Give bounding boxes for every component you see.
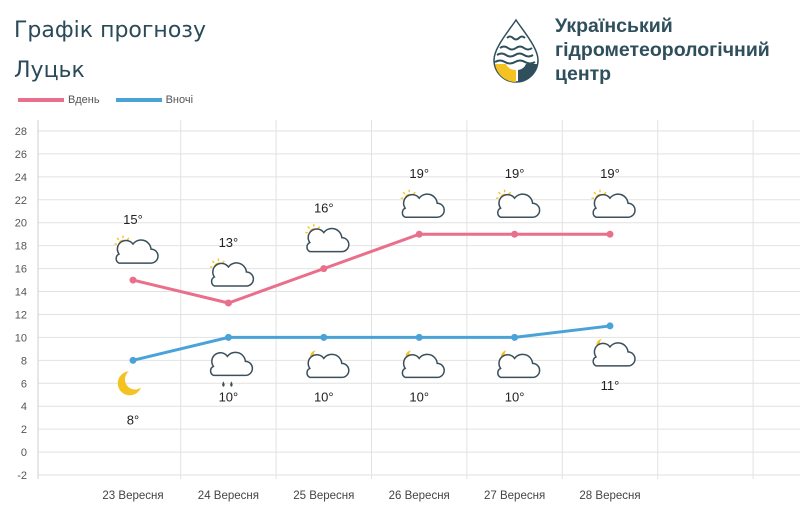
x-tick-label: 24 Вересня [198,490,259,502]
sun-ray [211,260,215,264]
org-name-line3: центр [555,63,612,85]
cloud-shape [592,342,636,367]
y-tick-label: 20 [15,218,27,230]
data-point-night [606,322,614,330]
day-temp-label: 19° [505,166,525,181]
y-tick-label: 0 [21,447,27,459]
data-point-day [129,276,137,284]
org-name: Український гідрометеорологічний центр [555,14,770,86]
org-name-line1: Український [555,15,673,37]
cloud-shape [401,193,445,218]
y-tick-label: 14 [15,287,27,299]
partly-cloudy-day-icon [496,189,541,218]
y-tick-label: 16 [15,264,27,276]
y-tick-label: 18 [15,241,27,253]
partly-cloudy-day-icon [114,235,159,264]
data-point-night [129,356,137,364]
ukrhydromet-logo-icon [493,18,539,83]
partly-cloudy-night-icon [306,350,350,379]
day-temp-label: 13° [219,235,239,250]
partly-cloudy-day-icon [400,189,445,218]
series-line-night [132,324,611,362]
cloud-shape [115,239,159,264]
data-point-day [511,230,519,238]
y-tick-label: 10 [15,332,27,344]
x-tick-label: 25 Вересня [293,490,354,502]
chart-title: Графік прогнозу [14,18,206,43]
x-tick-label: 26 Вересня [389,490,450,502]
clear-night-icon [117,371,141,396]
day-temp-label: 19° [600,166,620,181]
chart-legend: Вдень Вночі [18,94,209,106]
partly-cloudy-day-icon [305,224,350,253]
y-tick-label: 26 [15,149,27,161]
partly-cloudy-night-icon [497,350,541,379]
cloud-shape [497,193,541,218]
series-line-day [132,232,610,305]
city-name: Луцьк [14,58,85,83]
x-tick-label: 23 Вересня [102,490,163,502]
legend-swatch-day[interactable] [18,98,64,102]
rain-drop [222,381,225,387]
data-point-day [415,230,423,238]
data-point-day [320,265,328,273]
sun-ray [317,226,321,229]
x-tick-label: 28 Вересня [579,490,640,502]
partly-cloudy-night-icon [401,350,445,379]
cloud-rain-icon [209,351,254,387]
y-tick-label: 12 [15,309,27,321]
data-point-night [511,333,519,341]
sun-ray [222,260,225,264]
night-temp-label: 10° [409,389,429,404]
data-point-night [224,333,232,341]
day-temp-label: 19° [409,166,429,181]
night-temp-label: 10° [314,389,334,404]
y-tick-label: 4 [21,401,27,413]
sun-ray [307,226,311,229]
night-temp-label: 11° [601,378,620,393]
y-tick-label: 6 [21,378,27,390]
partly-cloudy-day-icon [209,258,255,287]
sun-ray [412,191,416,195]
y-tick-label: 28 [15,126,27,138]
night-temp-label: 10° [505,389,525,404]
day-temp-label: 15° [123,212,143,227]
y-tick-label: 2 [21,424,27,436]
partly-cloudy-day-icon [591,189,636,218]
day-temp-label: 16° [314,201,334,216]
data-point-night [415,333,423,341]
y-tick-label: 8 [21,355,27,367]
cloud-shape [209,351,254,377]
legend-swatch-night[interactable] [115,98,162,102]
cloud-shape [401,353,445,379]
y-tick-label: 22 [15,195,27,207]
cloud-shape [497,353,541,379]
sun-ray [402,191,406,195]
partly-cloudy-night-icon [592,338,636,367]
cloud-shape [592,193,636,218]
data-point-day [224,299,232,307]
x-tick-label: 27 Вересня [484,490,545,502]
y-tick-label: 24 [15,172,27,184]
data-point-night [320,333,328,341]
cloud-shape [210,262,255,287]
legend-label-night[interactable]: Вночі [165,94,194,106]
sun-ray [498,191,501,195]
moon-shape [117,371,141,396]
y-tick-label: -2 [17,470,27,482]
sun-ray [116,237,120,241]
data-point-day [606,230,614,238]
sun-ray [126,237,130,241]
rain-drop [230,381,233,387]
cloud-shape [306,227,350,253]
legend-label-day[interactable]: Вдень [68,94,100,106]
sun-ray [593,191,597,195]
sun-ray [603,191,607,195]
cloud-shape [306,353,350,379]
sun-ray [508,191,512,195]
night-temp-label: 8° [127,412,139,427]
night-temp-label: 10° [219,389,239,404]
org-name-line2: гідрометеорологічний [555,39,770,61]
